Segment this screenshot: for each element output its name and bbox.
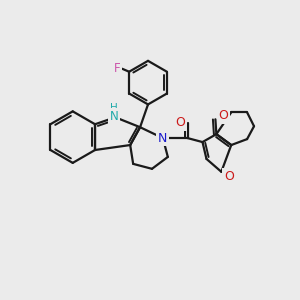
Text: O: O xyxy=(175,116,185,129)
Text: N: N xyxy=(158,132,168,145)
Text: H: H xyxy=(110,103,118,113)
Text: N: N xyxy=(110,110,119,123)
Text: O: O xyxy=(224,170,234,183)
Text: O: O xyxy=(218,109,228,122)
Text: F: F xyxy=(114,62,121,75)
